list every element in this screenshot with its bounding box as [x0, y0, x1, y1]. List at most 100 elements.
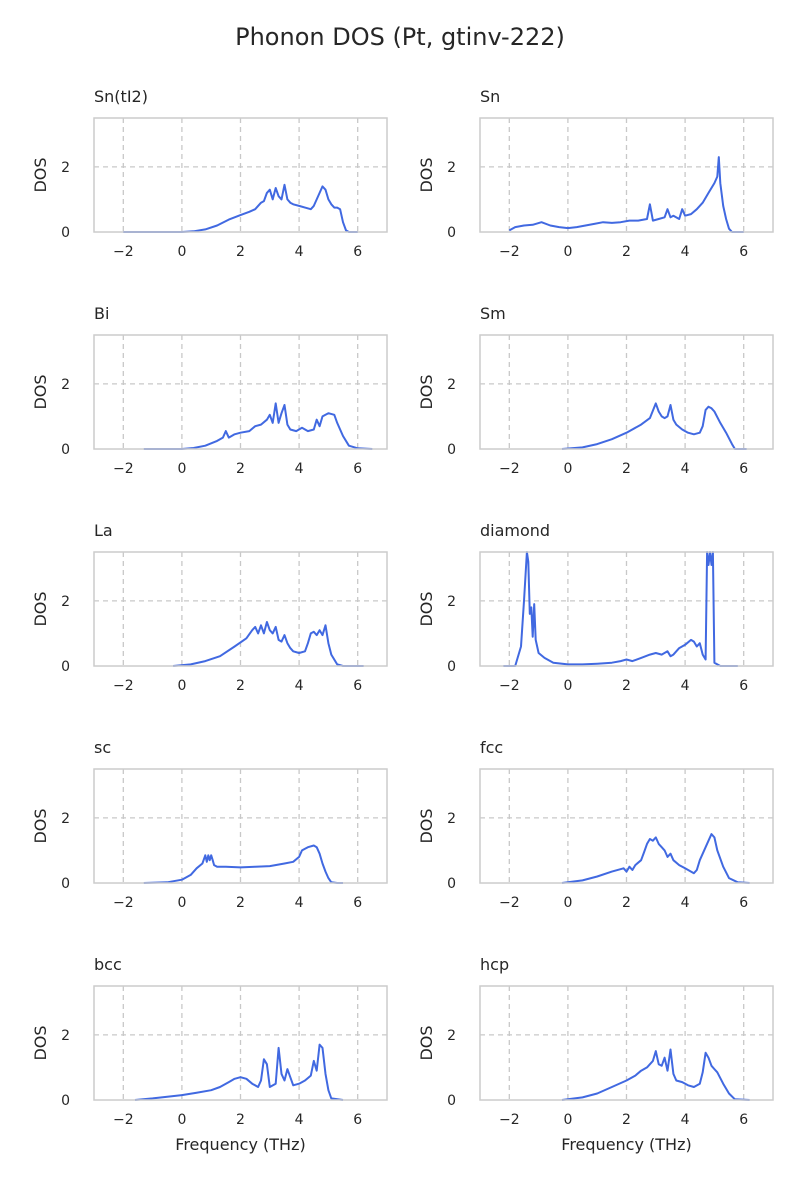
x-tick-label: 2 — [236, 1112, 245, 1128]
dos-series-line — [508, 156, 744, 233]
axes-frame — [93, 334, 388, 450]
x-tick-label: 2 — [622, 895, 631, 911]
dos-series-line — [123, 183, 358, 233]
x-tick-label: 4 — [681, 678, 690, 694]
x-tick-label: 6 — [739, 244, 748, 260]
y-axis-label: DOS — [31, 808, 50, 843]
x-tick-label: 0 — [563, 895, 572, 911]
subplot-0: Sn(tI2) −2 0 2 4 6 0 2 DOS — [31, 87, 388, 260]
x-tick-label: 6 — [353, 461, 362, 477]
x-tick-label: 2 — [236, 678, 245, 694]
x-tick-label: −2 — [499, 244, 520, 260]
x-tick-label: 6 — [739, 678, 748, 694]
subplot-1: Sn −2 0 2 4 6 0 2 DOS — [417, 87, 774, 260]
subplot-title: Sn — [480, 87, 500, 106]
axes-frame — [479, 117, 774, 233]
axes-frame — [479, 551, 774, 667]
subplot-8: bcc −2 0 2 4 6 0 2 DOS Frequency (THz) — [31, 955, 388, 1154]
figure-title: Phonon DOS (Pt, gtinv-222) — [235, 23, 565, 51]
x-tick-label: 0 — [177, 678, 186, 694]
x-tick-label: −2 — [113, 1112, 134, 1128]
axes-frame — [479, 334, 774, 450]
x-tick-label: 6 — [739, 1112, 748, 1128]
y-tick-label: 2 — [447, 594, 456, 610]
x-tick-label: 4 — [681, 895, 690, 911]
x-tick-label: 2 — [236, 244, 245, 260]
x-tick-label: 4 — [681, 461, 690, 477]
subplot-title: Bi — [94, 304, 109, 323]
x-tick-label: 0 — [563, 461, 572, 477]
dos-series-line — [143, 844, 343, 884]
x-tick-label: 4 — [681, 244, 690, 260]
y-tick-label: 2 — [447, 1028, 456, 1044]
x-tick-label: 4 — [295, 461, 304, 477]
dos-series-line — [173, 621, 364, 667]
subplot-4: La −2 0 2 4 6 0 2 DOS — [31, 521, 388, 694]
subplot-2: Bi −2 0 2 4 6 0 2 DOS — [31, 304, 388, 477]
dos-series-line — [143, 402, 373, 450]
axes-frame — [479, 985, 774, 1101]
x-tick-label: 4 — [295, 244, 304, 260]
x-tick-label: 0 — [177, 244, 186, 260]
dos-series-line — [134, 1043, 344, 1101]
subplot-5: diamond −2 0 2 4 6 0 2 DOS — [417, 521, 774, 694]
y-axis-label: DOS — [31, 1025, 50, 1060]
y-axis-label: DOS — [417, 157, 436, 192]
y-tick-label: 0 — [447, 1093, 456, 1109]
x-tick-label: −2 — [499, 1112, 520, 1128]
subplot-grid: Sn(tI2) −2 0 2 4 6 0 2 DOS Sn −2 0 2 4 6 0 2 DOS Bi −2 0 2 4 6 0… — [31, 87, 774, 1154]
x-tick-label: 4 — [295, 1112, 304, 1128]
x-tick-label: 0 — [177, 895, 186, 911]
y-tick-label: 2 — [61, 160, 70, 176]
subplot-title: bcc — [94, 955, 122, 974]
y-tick-label: 2 — [61, 377, 70, 393]
y-axis-label: DOS — [31, 374, 50, 409]
y-axis-label: DOS — [417, 1025, 436, 1060]
x-tick-label: 2 — [622, 461, 631, 477]
subplot-title: Sm — [480, 304, 506, 323]
x-tick-label: 4 — [295, 895, 304, 911]
axes-frame — [93, 551, 388, 667]
x-tick-label: 2 — [622, 678, 631, 694]
y-tick-label: 0 — [61, 659, 70, 675]
y-axis-label: DOS — [31, 157, 50, 192]
y-tick-label: 0 — [61, 876, 70, 892]
subplot-title: Sn(tI2) — [94, 87, 148, 106]
subplot-title: fcc — [480, 738, 503, 757]
dos-series-line — [561, 1048, 750, 1101]
y-tick-label: 0 — [447, 225, 456, 241]
x-tick-label: 6 — [353, 895, 362, 911]
x-tick-label: 6 — [739, 895, 748, 911]
x-tick-label: 0 — [563, 1112, 572, 1128]
subplot-3: Sm −2 0 2 4 6 0 2 DOS — [417, 304, 774, 477]
x-tick-label: 6 — [353, 678, 362, 694]
dos-series-line — [561, 833, 750, 884]
x-tick-label: −2 — [113, 461, 134, 477]
y-tick-label: 2 — [447, 160, 456, 176]
y-tick-label: 2 — [61, 1028, 70, 1044]
subplot-9: hcp −2 0 2 4 6 0 2 DOS Frequency (THz) — [417, 955, 774, 1154]
x-tick-label: 0 — [177, 461, 186, 477]
subplot-title: hcp — [480, 955, 509, 974]
y-tick-label: 2 — [447, 811, 456, 827]
x-tick-label: −2 — [499, 461, 520, 477]
x-tick-label: 4 — [295, 678, 304, 694]
subplot-title: diamond — [480, 521, 550, 540]
y-tick-label: 0 — [61, 225, 70, 241]
x-tick-label: 0 — [563, 244, 572, 260]
subplot-6: sc −2 0 2 4 6 0 2 DOS — [31, 738, 388, 911]
axes-frame — [93, 117, 388, 233]
x-tick-label: 6 — [739, 461, 748, 477]
x-tick-label: −2 — [499, 678, 520, 694]
x-axis-label: Frequency (THz) — [561, 1135, 691, 1154]
dos-series-line — [561, 402, 747, 450]
x-tick-label: 6 — [353, 1112, 362, 1128]
axes-frame — [93, 985, 388, 1101]
x-tick-label: 4 — [681, 1112, 690, 1128]
y-tick-label: 2 — [447, 377, 456, 393]
y-tick-label: 0 — [61, 1093, 70, 1109]
y-axis-label: DOS — [417, 591, 436, 626]
x-tick-label: −2 — [113, 244, 134, 260]
